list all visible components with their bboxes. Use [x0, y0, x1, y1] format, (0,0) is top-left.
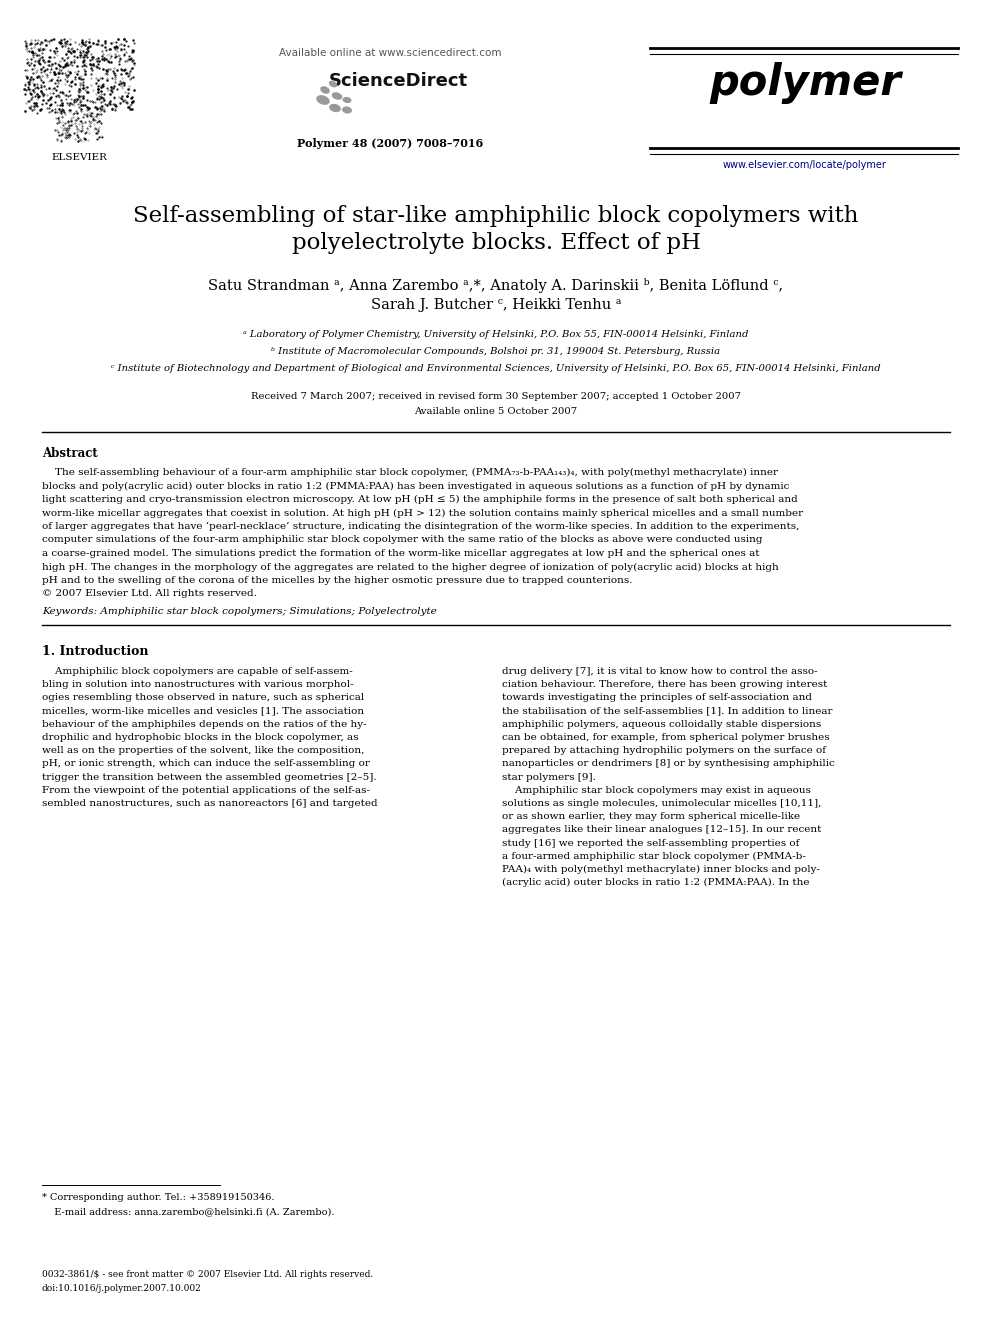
Text: amphiphilic polymers, aqueous colloidally stable dispersions: amphiphilic polymers, aqueous colloidall… [502, 720, 821, 729]
Text: computer simulations of the four-arm amphiphilic star block copolymer with the s: computer simulations of the four-arm amp… [42, 536, 763, 545]
Text: nanoparticles or dendrimers [8] or by synthesising amphiphilic: nanoparticles or dendrimers [8] or by sy… [502, 759, 834, 769]
Text: micelles, worm-like micelles and vesicles [1]. The association: micelles, worm-like micelles and vesicle… [42, 706, 364, 716]
Text: aggregates like their linear analogues [12–15]. In our recent: aggregates like their linear analogues [… [502, 826, 821, 835]
Text: study [16] we reported the self-assembling properties of: study [16] we reported the self-assembli… [502, 839, 800, 848]
Text: * Corresponding author. Tel.: +358919150346.: * Corresponding author. Tel.: +358919150… [42, 1193, 275, 1203]
Text: ciation behaviour. Therefore, there has been growing interest: ciation behaviour. Therefore, there has … [502, 680, 827, 689]
Text: Sarah J. Butcher ᶜ, Heikki Tenhu ᵃ: Sarah J. Butcher ᶜ, Heikki Tenhu ᵃ [371, 298, 621, 312]
Ellipse shape [342, 97, 351, 103]
Text: the stabilisation of the self-assemblies [1]. In addition to linear: the stabilisation of the self-assemblies… [502, 706, 832, 716]
Text: Available online 5 October 2007: Available online 5 October 2007 [415, 407, 577, 415]
Text: Amphiphilic block copolymers are capable of self-assem-: Amphiphilic block copolymers are capable… [42, 667, 353, 676]
Text: E-mail address: anna.zarembo@helsinki.fi (A. Zarembo).: E-mail address: anna.zarembo@helsinki.fi… [48, 1207, 334, 1216]
Text: star polymers [9].: star polymers [9]. [502, 773, 596, 782]
Text: (acrylic acid) outer blocks in ratio 1:2 (PMMA:PAA). In the: (acrylic acid) outer blocks in ratio 1:2… [502, 878, 809, 888]
Text: ᵇ Institute of Macromolecular Compounds, Bolshoi pr. 31, 199004 St. Petersburg, : ᵇ Institute of Macromolecular Compounds,… [272, 347, 720, 356]
Text: prepared by attaching hydrophilic polymers on the surface of: prepared by attaching hydrophilic polyme… [502, 746, 826, 755]
Bar [20, 34, 138, 143]
Ellipse shape [328, 81, 337, 87]
Text: worm-like micellar aggregates that coexist in solution. At high pH (pH > 12) the: worm-like micellar aggregates that coexi… [42, 508, 804, 517]
Text: www.elsevier.com/locate/polymer: www.elsevier.com/locate/polymer [723, 160, 887, 169]
Text: Keywords: Amphiphilic star block copolymers; Simulations; Polyelectrolyte: Keywords: Amphiphilic star block copolym… [42, 607, 436, 617]
Text: ScienceDirect: ScienceDirect [328, 71, 467, 90]
Ellipse shape [320, 86, 329, 94]
Text: towards investigating the principles of self-association and: towards investigating the principles of … [502, 693, 812, 703]
Text: or as shown earlier, they may form spherical micelle-like: or as shown earlier, they may form spher… [502, 812, 801, 822]
Text: polyelectrolyte blocks. Effect of pH: polyelectrolyte blocks. Effect of pH [292, 232, 700, 254]
Text: pH, or ionic strength, which can induce the self-assembling or: pH, or ionic strength, which can induce … [42, 759, 370, 769]
Text: a four-armed amphiphilic star block copolymer (PMMA-b-: a four-armed amphiphilic star block copo… [502, 852, 806, 861]
Text: Abstract: Abstract [42, 447, 98, 460]
Text: blocks and poly(acrylic acid) outer blocks in ratio 1:2 (PMMA:PAA) has been inve: blocks and poly(acrylic acid) outer bloc… [42, 482, 790, 491]
Text: drug delivery [7], it is vital to know how to control the asso-: drug delivery [7], it is vital to know h… [502, 667, 817, 676]
Text: Satu Strandman ᵃ, Anna Zarembo ᵃ,*, Anatoly A. Darinskii ᵇ, Benita Löflund ᶜ,: Satu Strandman ᵃ, Anna Zarembo ᵃ,*, Anat… [208, 278, 784, 292]
Text: solutions as single molecules, unimolecular micelles [10,11],: solutions as single molecules, unimolecu… [502, 799, 821, 808]
Text: ogies resembling those observed in nature, such as spherical: ogies resembling those observed in natur… [42, 693, 364, 703]
Ellipse shape [316, 95, 329, 105]
Text: Polymer 48 (2007) 7008–7016: Polymer 48 (2007) 7008–7016 [297, 138, 483, 149]
Text: well as on the properties of the solvent, like the composition,: well as on the properties of the solvent… [42, 746, 364, 755]
Ellipse shape [331, 93, 342, 99]
Text: trigger the transition between the assembled geometries [2–5].: trigger the transition between the assem… [42, 773, 377, 782]
Ellipse shape [329, 103, 341, 112]
Text: high pH. The changes in the morphology of the aggregates are related to the high: high pH. The changes in the morphology o… [42, 562, 779, 572]
Text: From the viewpoint of the potential applications of the self-as-: From the viewpoint of the potential appl… [42, 786, 370, 795]
Text: © 2007 Elsevier Ltd. All rights reserved.: © 2007 Elsevier Ltd. All rights reserved… [42, 590, 257, 598]
Text: of larger aggregates that have ‘pearl-necklace’ structure, indicating the disint: of larger aggregates that have ‘pearl-ne… [42, 523, 800, 532]
Text: 0032-3861/$ - see front matter © 2007 Elsevier Ltd. All rights reserved.: 0032-3861/$ - see front matter © 2007 El… [42, 1270, 373, 1279]
Ellipse shape [342, 106, 352, 114]
Text: polymer: polymer [709, 62, 901, 105]
Text: bling in solution into nanostructures with various morphol-: bling in solution into nanostructures wi… [42, 680, 353, 689]
Text: Amphiphilic star block copolymers may exist in aqueous: Amphiphilic star block copolymers may ex… [502, 786, 810, 795]
Text: ᶜ Institute of Biotechnology and Department of Biological and Environmental Scie: ᶜ Institute of Biotechnology and Departm… [111, 364, 881, 373]
Text: The self-assembling behaviour of a four-arm amphiphilic star block copolymer, (P: The self-assembling behaviour of a four-… [42, 468, 778, 478]
Text: a coarse-grained model. The simulations predict the formation of the worm-like m: a coarse-grained model. The simulations … [42, 549, 760, 558]
Text: light scattering and cryo-transmission electron microscopy. At low pH (pH ≤ 5) t: light scattering and cryo-transmission e… [42, 495, 798, 504]
Text: pH and to the swelling of the corona of the micelles by the higher osmotic press: pH and to the swelling of the corona of … [42, 576, 633, 585]
Text: 1. Introduction: 1. Introduction [42, 646, 149, 658]
Text: behaviour of the amphiphiles depends on the ratios of the hy-: behaviour of the amphiphiles depends on … [42, 720, 367, 729]
Text: Available online at www.sciencedirect.com: Available online at www.sciencedirect.co… [279, 48, 501, 58]
Text: ᵃ Laboratory of Polymer Chemistry, University of Helsinki, P.O. Box 55, FIN-0001: ᵃ Laboratory of Polymer Chemistry, Unive… [243, 329, 749, 339]
Text: sembled nanostructures, such as nanoreactors [6] and targeted: sembled nanostructures, such as nanoreac… [42, 799, 378, 808]
Text: drophilic and hydrophobic blocks in the block copolymer, as: drophilic and hydrophobic blocks in the … [42, 733, 358, 742]
Text: can be obtained, for example, from spherical polymer brushes: can be obtained, for example, from spher… [502, 733, 829, 742]
Text: doi:10.1016/j.polymer.2007.10.002: doi:10.1016/j.polymer.2007.10.002 [42, 1285, 201, 1293]
Text: PAA)₄ with poly(methyl methacrylate) inner blocks and poly-: PAA)₄ with poly(methyl methacrylate) inn… [502, 865, 820, 875]
Text: Received 7 March 2007; received in revised form 30 September 2007; accepted 1 Oc: Received 7 March 2007; received in revis… [251, 392, 741, 401]
Text: ELSEVIER: ELSEVIER [51, 153, 107, 161]
Text: Self-assembling of star-like amphiphilic block copolymers with: Self-assembling of star-like amphiphilic… [133, 205, 859, 228]
